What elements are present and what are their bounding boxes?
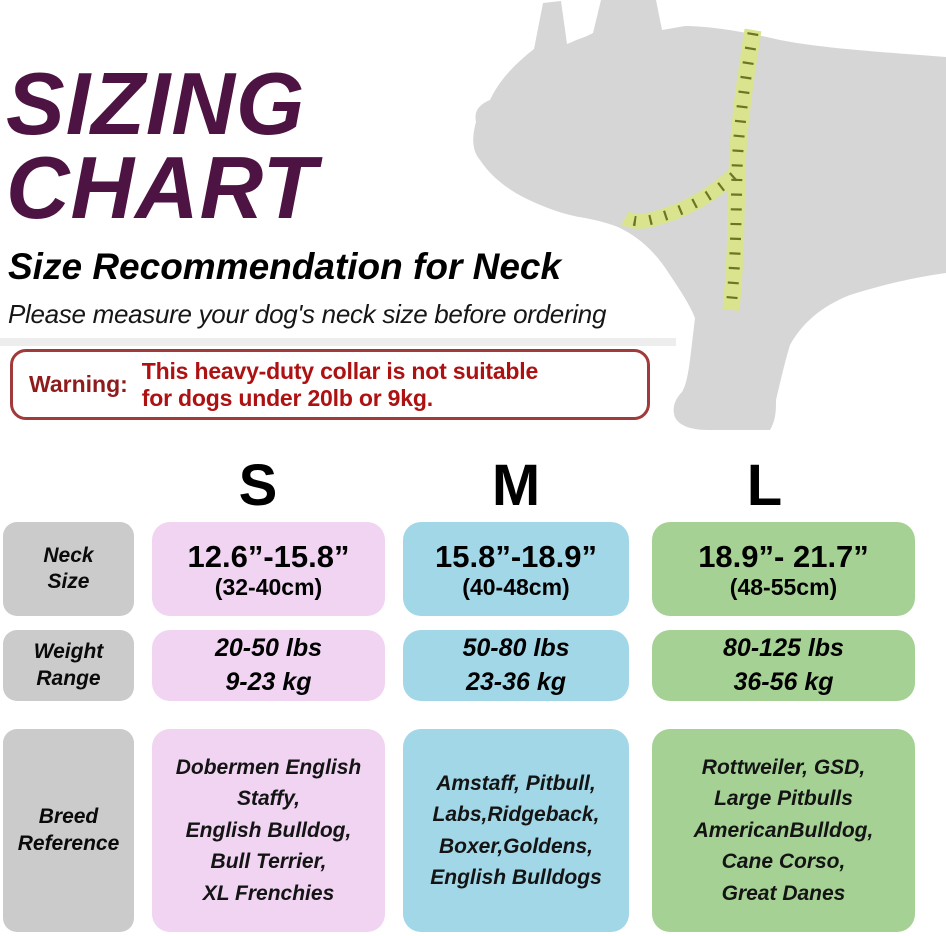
weight-value-m: 50-80 lbs 23-36 kg [462, 633, 570, 696]
tape-ticks-chin [624, 172, 738, 227]
warning-label: Warning: [29, 371, 128, 397]
title-line-1: SIZING [6, 54, 306, 153]
row-label-weight-range: Weight Range [3, 630, 134, 701]
size-header-s: S [238, 453, 278, 518]
warning-text: This heavy-duty collar is not suitable f… [141, 358, 539, 411]
weight-value-s: 20-50 lbs 9-23 kg [214, 633, 322, 696]
page-title: SIZING CHART [6, 54, 318, 237]
breed-list-s: Dobermen English Staffy, English Bulldog… [175, 755, 362, 905]
cell-neck-size-s: 12.6”-15.8” (32-40cm) [152, 522, 385, 616]
neck-cm-s: (32-40cm) [214, 573, 323, 600]
cell-neck-size-l: 18.9”- 21.7” (48-55cm) [652, 522, 915, 616]
tape-ticks-neck [725, 32, 759, 309]
cell-weight-l: 80-125 lbs 36-56 kg [652, 630, 915, 701]
breed-list-l: Rottweiler, GSD, Large Pitbulls American… [693, 755, 874, 905]
cell-breeds-m: Amstaff, Pitbull, Labs,Ridgeback, Boxer,… [403, 729, 629, 932]
measure-note: Please measure your dog's neck size befo… [8, 299, 607, 329]
cell-neck-size-m: 15.8”-18.9” (40-48cm) [403, 522, 629, 616]
dog-illustration-svg [473, 0, 946, 430]
neck-inches-m: 15.8”-18.9” [435, 539, 597, 575]
neck-cm-m: (40-48cm) [462, 573, 570, 600]
neck-inches-l: 18.9”- 21.7” [698, 539, 869, 575]
title-line-2: CHART [6, 137, 318, 237]
cell-breeds-s: Dobermen English Staffy, English Bulldog… [152, 729, 385, 932]
dog-neck-measure-illustration [450, 0, 946, 445]
measuring-tape-chin-band [621, 166, 743, 229]
warning-box: Warning: This heavy-duty collar is not s… [10, 349, 650, 420]
neck-cm-l: (48-55cm) [729, 573, 838, 600]
breed-list-m: Amstaff, Pitbull, Labs,Ridgeback, Boxer,… [430, 771, 602, 890]
cell-breeds-l: Rottweiler, GSD, Large Pitbulls American… [652, 729, 915, 932]
cell-weight-m: 50-80 lbs 23-36 kg [403, 630, 629, 701]
row-label-neck-size: Neck Size [3, 522, 134, 616]
size-header-l: L [746, 453, 783, 518]
row-label-breed-reference: Breed Reference [3, 729, 134, 932]
note-underline-bar [0, 338, 676, 346]
subtitle: Size Recommendation for Neck [8, 246, 562, 287]
weight-value-l: 80-125 lbs 36-56 kg [723, 633, 844, 696]
cell-weight-s: 20-50 lbs 9-23 kg [152, 630, 385, 701]
size-header-m: M [491, 453, 541, 518]
neck-inches-s: 12.6”-15.8” [187, 539, 350, 575]
dog-silhouette [473, 0, 946, 430]
